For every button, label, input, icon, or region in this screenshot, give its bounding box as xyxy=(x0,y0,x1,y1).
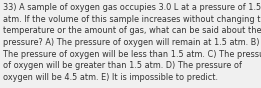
Text: 33) A sample of oxygen gas occupies 3.0 L at a pressure of 1.5
atm. If the volum: 33) A sample of oxygen gas occupies 3.0 … xyxy=(3,3,261,82)
